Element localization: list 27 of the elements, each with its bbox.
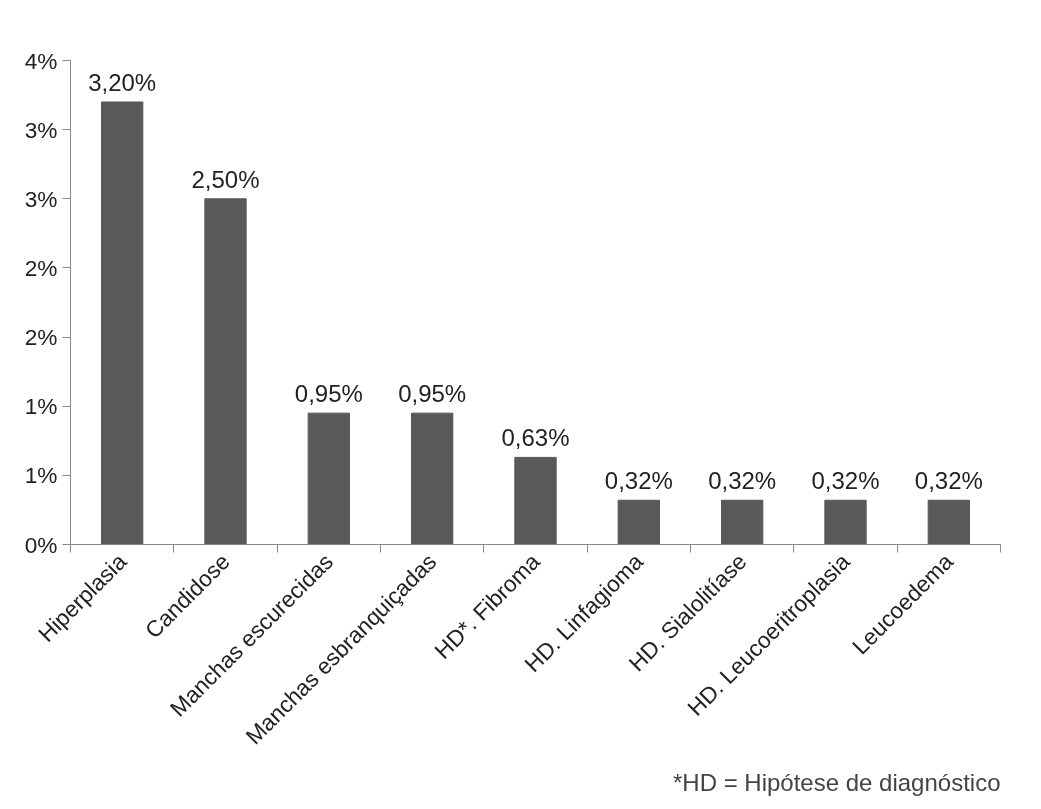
bar xyxy=(411,412,454,545)
data-label: 2,50% xyxy=(191,165,260,193)
bar xyxy=(101,101,144,545)
bar xyxy=(307,412,350,545)
data-label: 0,32% xyxy=(811,467,880,495)
y-tick-label: 3% xyxy=(24,185,58,212)
data-label: 0,32% xyxy=(914,467,983,495)
y-tick-label: 3% xyxy=(24,116,58,143)
y-tick-label: 2% xyxy=(24,324,58,351)
data-label: 0,32% xyxy=(708,467,777,495)
data-label: 0,63% xyxy=(501,424,570,452)
bar xyxy=(617,499,660,545)
data-label: 0,95% xyxy=(294,380,363,408)
data-label: 3,20% xyxy=(88,68,157,96)
text: *HD = Hipótese de diagnóstico xyxy=(672,768,1001,796)
bar xyxy=(721,499,764,545)
y-tick-label: 1% xyxy=(24,462,58,489)
y-tick-label: 0% xyxy=(24,531,58,558)
y-tick-label: 4% xyxy=(24,47,58,74)
bar xyxy=(514,456,557,545)
data-label: 0,95% xyxy=(398,380,467,408)
y-tick-label: 2% xyxy=(24,254,58,281)
y-tick-label: 1% xyxy=(24,393,58,420)
bar xyxy=(927,499,970,545)
data-label: 0,32% xyxy=(604,467,673,495)
bar xyxy=(824,499,867,545)
bar xyxy=(204,198,247,545)
